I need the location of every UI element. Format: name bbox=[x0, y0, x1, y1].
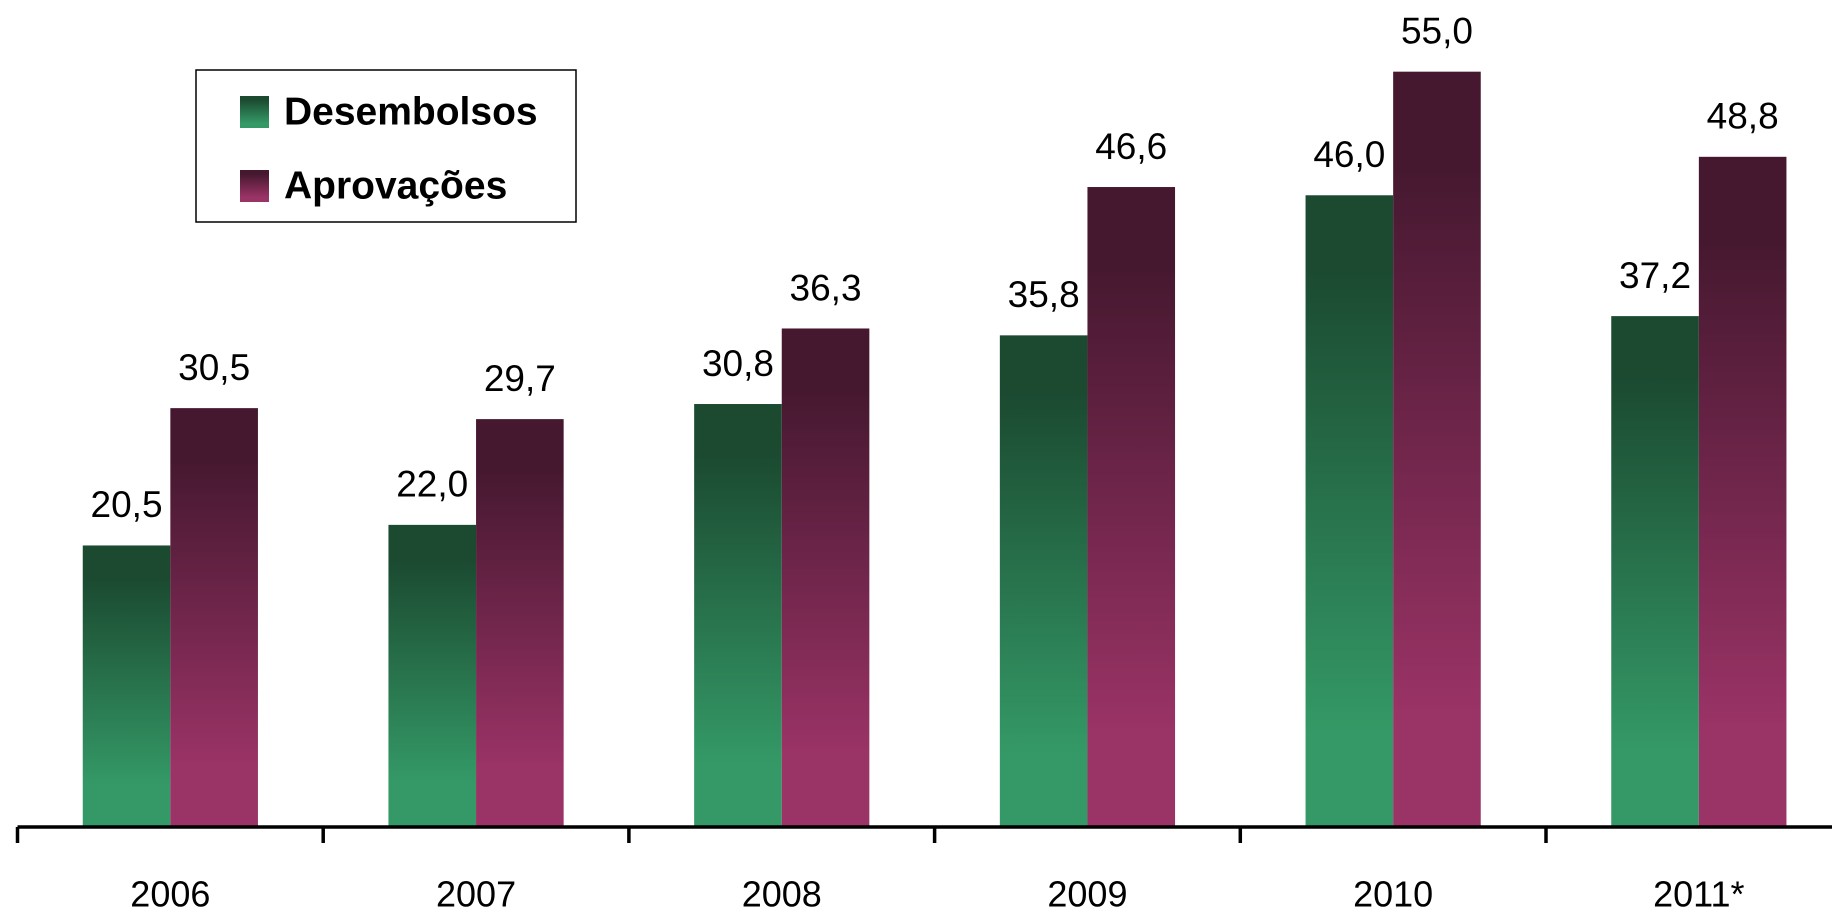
value-label: 30,8 bbox=[702, 343, 774, 384]
value-label: 46,0 bbox=[1313, 134, 1385, 175]
bar bbox=[1698, 156, 1787, 827]
x-tick-label: 2006 bbox=[130, 874, 210, 915]
bar bbox=[1393, 71, 1481, 827]
legend-label: Desembolsos bbox=[284, 90, 538, 133]
legend-swatch bbox=[240, 170, 269, 202]
bar bbox=[1611, 316, 1699, 827]
bar bbox=[999, 335, 1088, 827]
value-label: 37,2 bbox=[1619, 255, 1691, 296]
bar bbox=[170, 408, 258, 827]
value-label: 35,8 bbox=[1008, 274, 1080, 315]
bar bbox=[1087, 187, 1176, 827]
bar bbox=[1305, 195, 1394, 827]
bar bbox=[781, 328, 870, 827]
legend-swatch bbox=[240, 96, 269, 128]
value-label: 36,3 bbox=[790, 267, 862, 308]
bar bbox=[82, 545, 171, 827]
bar bbox=[388, 524, 477, 827]
value-label: 30,5 bbox=[178, 347, 250, 388]
value-label: 22,0 bbox=[396, 464, 468, 505]
value-label: 48,8 bbox=[1707, 96, 1779, 137]
value-label: 29,7 bbox=[484, 358, 556, 399]
value-label: 55,0 bbox=[1401, 10, 1473, 51]
bar bbox=[476, 419, 564, 827]
x-tick-label: 2008 bbox=[742, 874, 822, 915]
x-tick-label: 2010 bbox=[1353, 874, 1433, 915]
x-tick-label: 2007 bbox=[436, 874, 516, 915]
value-label: 20,5 bbox=[91, 484, 163, 525]
value-label: 46,6 bbox=[1095, 126, 1167, 167]
x-tick-label: 2009 bbox=[1047, 874, 1127, 915]
bar bbox=[694, 404, 782, 827]
legend-label: Aprovações bbox=[284, 164, 507, 207]
x-tick-label: 2011* bbox=[1653, 874, 1744, 915]
